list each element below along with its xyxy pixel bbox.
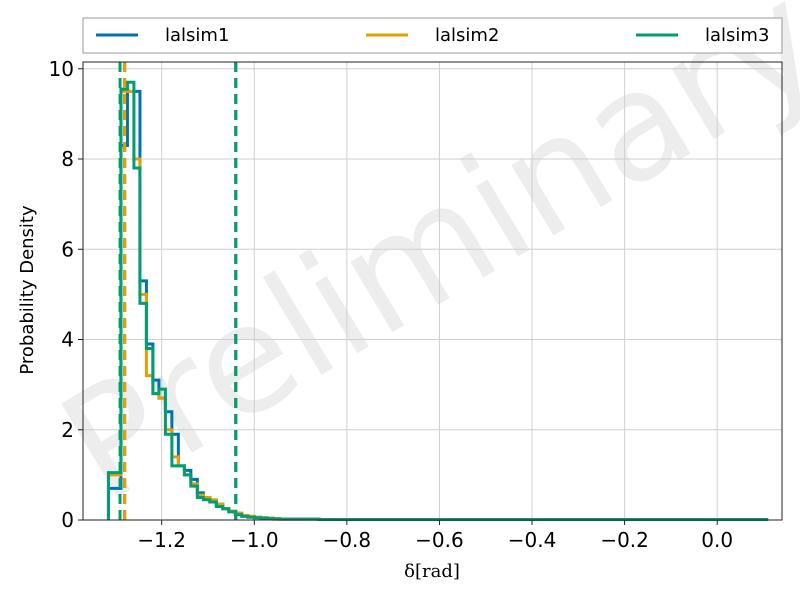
- histogram-lalsim3: [106, 80, 769, 522]
- x-tick-label: −0.6: [415, 528, 464, 552]
- legend-label-lalsim1: lalsim1: [165, 25, 229, 46]
- y-tick-label: 8: [61, 147, 74, 171]
- legend: lalsim1 lalsim2 lalsim3: [82, 17, 783, 54]
- grid: [83, 62, 782, 521]
- x-tick-label: −0.4: [508, 528, 557, 552]
- x-tick-label: −1.0: [230, 528, 279, 552]
- x-tick-label: 0.0: [701, 528, 733, 552]
- legend-label-lalsim3: lalsim3: [705, 25, 769, 46]
- x-tick-label: −0.8: [323, 528, 372, 552]
- x-axis-title: δ[rad]: [404, 561, 460, 582]
- watermark-layer: Preliminary: [34, 0, 800, 536]
- x-tick-label: −1.2: [137, 528, 186, 552]
- y-tick-label: 2: [61, 418, 74, 442]
- y-axis-title: Probability Density: [17, 205, 38, 375]
- plot-area: [106, 62, 769, 522]
- x-tick-label: −0.2: [600, 528, 649, 552]
- legend-label-lalsim2: lalsim2: [435, 25, 499, 46]
- axes: −1.2 −1.0 −0.8 −0.6 −0.4 −0.2 0.0 0 2 4 6 8 10: [49, 57, 734, 552]
- watermark: Preliminary: [34, 0, 800, 536]
- y-tick-label: 4: [61, 328, 74, 352]
- y-tick-label: 10: [49, 57, 74, 81]
- plot-frame: [82, 61, 783, 521]
- y-tick-label: 6: [61, 237, 74, 261]
- y-tick-label: 0: [61, 508, 74, 532]
